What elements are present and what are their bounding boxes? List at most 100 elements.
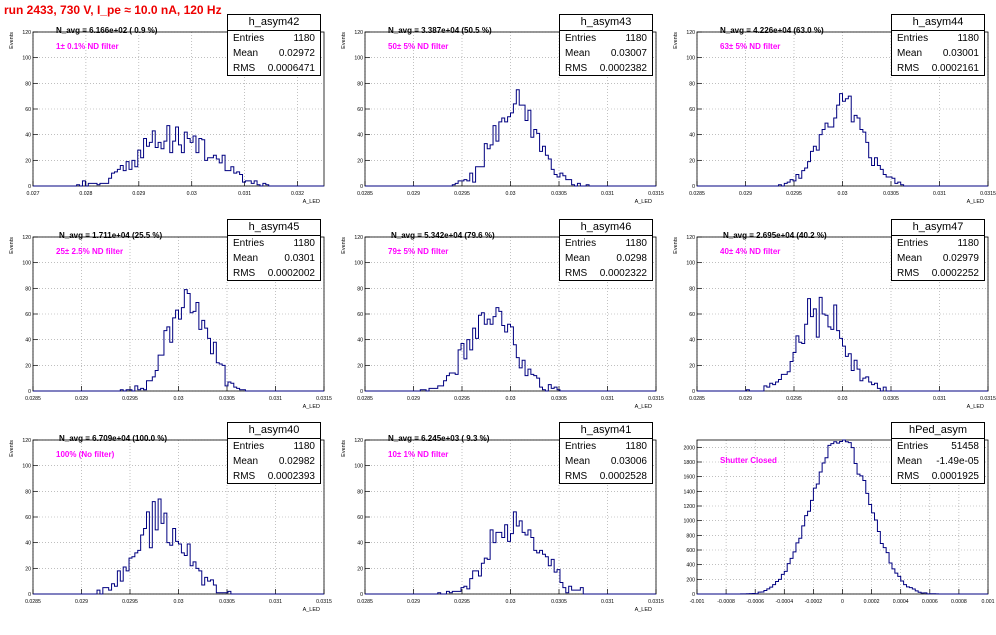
y-tick-label: 120	[22, 30, 31, 36]
rms-label: RMS	[233, 63, 256, 74]
y-tick-label: 100	[686, 261, 695, 267]
y-tick-label: 80	[25, 81, 31, 87]
x-tick-label: 0.029	[75, 396, 88, 402]
rms-label: RMS	[897, 471, 920, 482]
histogram-panel-h-asym41: 0.0285 0.029 0.0295 0.03 0.0305 0.031 0.0315 0 2…	[336, 422, 668, 635]
y-tick-label: 40	[25, 133, 31, 139]
histogram-series	[365, 307, 656, 392]
entries-value: 1180	[293, 441, 315, 452]
x-tick-label: 0.0285	[689, 191, 705, 197]
histogram-name: h_asym43	[560, 15, 652, 31]
entries-label: Entries	[233, 33, 265, 44]
x-tick-label: 0.029	[739, 396, 752, 402]
filter-label: 40± 4% ND filter	[720, 247, 781, 256]
filter-label: Shutter Closed	[720, 456, 777, 465]
x-tick-label: 0.0006	[922, 599, 938, 605]
y-tick-label: 60	[357, 107, 363, 113]
y-tick-label: 0	[28, 389, 31, 395]
stats-box: h_asym46 Entries 1180 Mean 0.0298 RMS 0.000…	[559, 219, 653, 281]
filter-label: 100% (No filter)	[56, 450, 115, 459]
mean-value: 0.0301	[284, 253, 315, 264]
x-tick-label: 0.0295	[454, 599, 470, 605]
stats-box: h_asym45 Entries 1180 Mean 0.0301 RMS 0.000…	[227, 219, 321, 281]
x-tick-label: 0.031	[601, 396, 614, 402]
mean-value: -1.49e-05	[936, 456, 979, 467]
y-tick-label: 400	[686, 563, 695, 569]
x-tick-label: 0.0305	[883, 396, 899, 402]
x-tick-label: 0	[841, 599, 844, 605]
y-tick-label: 2000	[683, 445, 695, 451]
histogram-name: h_asym45	[228, 220, 320, 236]
stats-box: h_asym41 Entries 1180 Mean 0.03006 RMS 0.00…	[559, 422, 653, 484]
y-tick-label: 1800	[683, 460, 695, 466]
rms-label: RMS	[565, 63, 588, 74]
y-tick-label: 1600	[683, 475, 695, 481]
rms-value: 0.0002002	[267, 268, 315, 279]
mean-label: Mean	[897, 253, 923, 264]
y-tick-label: 100	[354, 56, 363, 62]
x-tick-label: 0.0305	[551, 396, 567, 402]
histogram-panel-h-asym47: 0.0285 0.029 0.0295 0.03 0.0305 0.031 0.0315 0 2…	[668, 219, 996, 432]
y-axis-label: Events	[9, 32, 15, 49]
y-tick-label: 40	[689, 133, 695, 139]
x-tick-label: 0.0285	[25, 599, 41, 605]
y-tick-label: 120	[354, 235, 363, 241]
y-tick-label: 60	[689, 107, 695, 113]
histogram-series	[697, 439, 988, 595]
y-tick-label: 80	[357, 489, 363, 495]
x-tick-label: 0.0002	[864, 599, 880, 605]
x-tick-label: 0.03	[837, 191, 847, 197]
y-tick-label: 1000	[683, 519, 695, 525]
histogram-svg: 0.027 0.028 0.029 0.03 0.031 0.032 0 20 40 60 80 10…	[9, 30, 325, 205]
rms-label: RMS	[897, 268, 920, 279]
rms-value: 0.0002382	[599, 63, 647, 74]
y-tick-label: 60	[25, 107, 31, 113]
x-axis-label: A_LED	[303, 404, 320, 410]
rms-label: RMS	[233, 471, 256, 482]
x-tick-label: 0.03	[173, 599, 183, 605]
x-tick-label: 0.03	[173, 396, 183, 402]
x-tick-label: 0.0285	[689, 396, 705, 402]
rms-value: 0.0002252	[931, 268, 979, 279]
y-tick-label: 0	[360, 184, 363, 190]
x-axis-label: A_LED	[303, 607, 320, 613]
y-tick-label: 20	[689, 363, 695, 369]
entries-label: Entries	[897, 441, 929, 452]
histogram-series	[365, 89, 656, 187]
x-tick-label: 0.0295	[454, 191, 470, 197]
entries-label: Entries	[897, 238, 929, 249]
x-tick-label: 0.0315	[648, 191, 664, 197]
x-tick-label: 0.031	[238, 191, 251, 197]
y-tick-label: 60	[25, 312, 31, 318]
y-tick-label: 0	[360, 592, 363, 598]
y-tick-label: 60	[357, 312, 363, 318]
mean-value: 0.02972	[278, 48, 315, 59]
mean-label: Mean	[565, 48, 591, 59]
x-tick-label: -0.0008	[717, 599, 735, 605]
rms-label: RMS	[565, 471, 588, 482]
histogram-series	[365, 511, 656, 595]
x-tick-label: 0.0315	[316, 599, 332, 605]
n-avg-label: N_avg = 6.166e+02 ( 0.9 %)	[56, 26, 158, 35]
y-axis-label: Events	[341, 32, 347, 49]
histogram-svg: 0.0285 0.029 0.0295 0.03 0.0305 0.031 0.0315 0 2…	[9, 438, 332, 613]
y-tick-label: 80	[357, 81, 363, 87]
canvas-title: run 2433, 730 V, I_pe ≈ 10.0 nA, 120 Hz	[4, 3, 222, 17]
entries-value: 1180	[625, 238, 647, 249]
y-tick-label: 60	[25, 515, 31, 521]
mean-label: Mean	[565, 456, 591, 467]
histogram-name: h_asym40	[228, 423, 320, 439]
rms-label: RMS	[233, 268, 256, 279]
y-tick-label: 40	[25, 541, 31, 547]
entries-value: 1180	[957, 33, 979, 44]
mean-value: 0.02982	[278, 456, 315, 467]
histogram-svg: 0.0285 0.029 0.0295 0.03 0.0305 0.031 0.0315 0 2…	[341, 30, 664, 205]
y-tick-label: 40	[357, 338, 363, 344]
x-tick-label: 0.0295	[122, 396, 138, 402]
entries-label: Entries	[897, 33, 929, 44]
y-tick-label: 40	[25, 338, 31, 344]
y-tick-label: 120	[686, 235, 695, 241]
rms-value: 0.0002528	[599, 471, 647, 482]
mean-value: 0.03007	[610, 48, 647, 59]
y-tick-label: 120	[354, 438, 363, 444]
